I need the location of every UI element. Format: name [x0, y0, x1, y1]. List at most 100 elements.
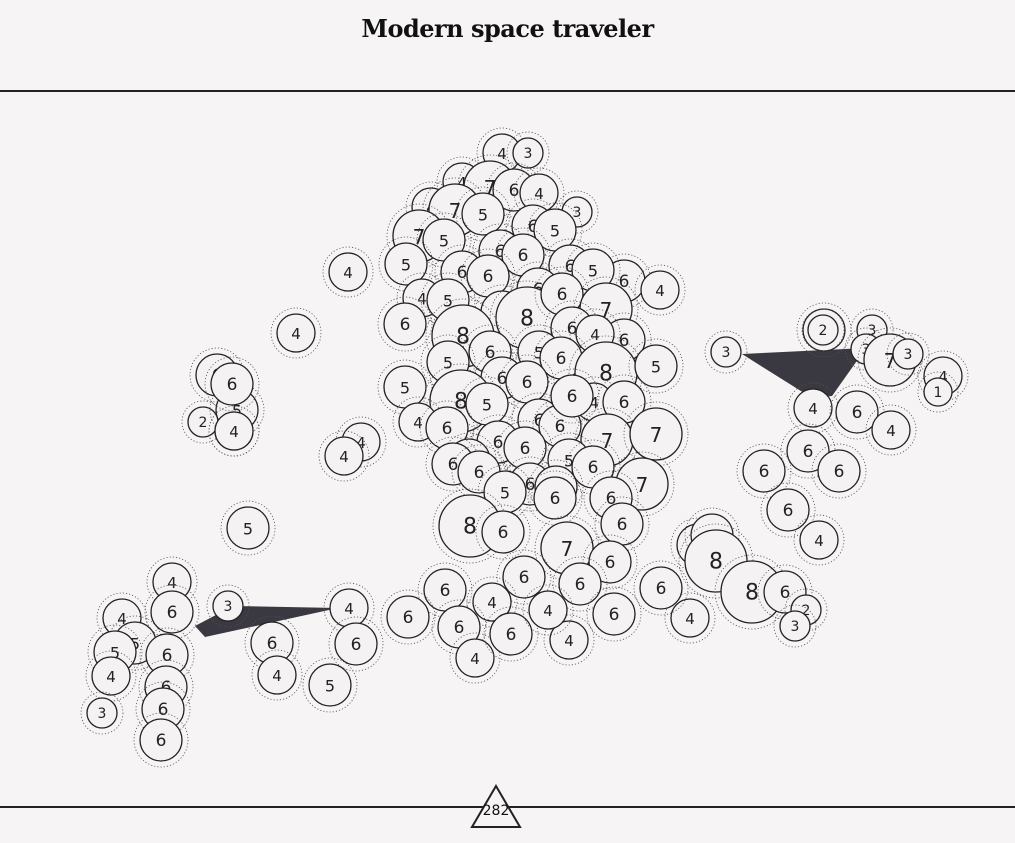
planet-node[interactable]: 4 [522, 584, 574, 636]
planet-node[interactable]: 6 [133, 712, 189, 768]
planet-halo [582, 534, 638, 590]
planet-circle [502, 555, 546, 599]
planet-node[interactable]: 4 [318, 430, 370, 482]
planet-node[interactable]: 4 [322, 246, 374, 298]
planet-node[interactable]: 5 [455, 186, 511, 242]
planet-value: 6 [457, 263, 468, 283]
planet-value: 4 [413, 414, 423, 432]
planet-halo [704, 330, 748, 374]
planet-node[interactable]: 4 [865, 404, 917, 456]
planet-value: 5 [534, 344, 544, 363]
planet-value: 4 [117, 610, 127, 628]
planet-value: 8 [456, 325, 470, 350]
move-counter: 282 [470, 783, 522, 829]
planet-node[interactable]: 6 [475, 504, 531, 560]
planet-node[interactable]: 4 [270, 307, 322, 359]
planet-value: 3 [524, 146, 533, 162]
planet-value: 4 [470, 650, 480, 668]
planet-value: 5 [443, 354, 453, 373]
planet-node[interactable]: 6 [552, 556, 608, 612]
planet-node[interactable]: 6 [431, 599, 487, 655]
planet-node[interactable]: 3 [80, 691, 124, 735]
planet-value: 6 [454, 618, 465, 638]
planet-node[interactable]: 4 [543, 614, 595, 666]
planet-value: 4 [938, 368, 948, 386]
planet-value: 6 [565, 257, 576, 277]
planet-node[interactable]: 4 [251, 649, 303, 701]
planet-value: 6 [520, 439, 531, 459]
planet-halo [628, 338, 684, 394]
top-divider [0, 90, 1015, 92]
planet-value: 4 [343, 264, 353, 282]
planet-node[interactable]: 4 [208, 405, 260, 457]
planet-value: 5 [564, 452, 574, 471]
planet-node[interactable]: 3 [704, 330, 748, 374]
planet-node[interactable]: 6 [380, 589, 436, 645]
planet-node[interactable]: 6 [586, 586, 642, 642]
planet-value: 5 [110, 644, 120, 663]
planet-node[interactable]: 6 [633, 560, 689, 616]
planet-value: 6 [497, 369, 508, 389]
planet-node[interactable]: 3 [206, 584, 250, 628]
planet-circle [766, 488, 810, 532]
planet-node[interactable]: 8 [714, 554, 790, 630]
planet-circle [383, 302, 427, 346]
planet-halo [475, 504, 531, 560]
planet-value: 6 [158, 700, 169, 720]
planet-node[interactable]: 2 [801, 308, 845, 352]
planet-node[interactable]: 1 [917, 371, 959, 413]
planet-node[interactable]: 3 [773, 604, 817, 648]
planet-halo [328, 616, 384, 672]
planet-value: 4 [167, 574, 177, 592]
planet-node[interactable]: 5 [628, 338, 684, 394]
planet-node[interactable]: 6 [544, 368, 600, 424]
planet-node[interactable]: 6 [144, 584, 200, 640]
planet-value: 4 [590, 326, 600, 344]
planet-node[interactable]: 2 [181, 400, 225, 444]
planet-node[interactable]: 6 [736, 443, 792, 499]
planet-value: 6 [528, 217, 539, 237]
planet-value: 3 [573, 205, 582, 221]
planet-node[interactable]: 6 [328, 616, 384, 672]
planet-node[interactable]: 6 [204, 356, 260, 412]
planet-node[interactable]: 3 [886, 332, 930, 376]
planet-node[interactable]: 6 [760, 482, 816, 538]
planet-node[interactable]: 3 [506, 131, 550, 175]
planet-circle [634, 344, 678, 388]
planet-value: 1 [934, 385, 943, 401]
planet-halo [543, 614, 595, 666]
planet-circle [212, 590, 244, 622]
planet-node[interactable]: 6 [565, 439, 621, 495]
planet-value: 4 [339, 448, 349, 466]
planet-node[interactable]: 6 [483, 606, 539, 662]
planet-value: 4 [808, 400, 818, 418]
planet-circle [817, 449, 861, 493]
planet-node[interactable]: 6 [780, 423, 836, 479]
planet-value: 6 [440, 581, 451, 601]
planet-value: 6 [498, 523, 509, 543]
planet-halo [760, 482, 816, 538]
nodes-layer: 4347643475657566654666564455866768664456… [80, 127, 969, 768]
planet-value: 4 [291, 325, 301, 343]
planet-node[interactable]: 5 [302, 657, 358, 713]
planet-circle [871, 410, 911, 450]
planet-node[interactable]: 4 [793, 514, 845, 566]
planet-halo [633, 560, 689, 616]
planet-node[interactable]: 6 [244, 615, 300, 671]
planet-halo [208, 405, 260, 457]
planet-node[interactable]: 6 [811, 443, 867, 499]
planet-halo [80, 691, 124, 735]
planet-node[interactable]: 7 [623, 401, 689, 467]
planet-value: 6 [506, 625, 517, 645]
planet-node[interactable]: 4 [634, 264, 686, 316]
planet-node[interactable]: 6 [829, 384, 885, 440]
planet-value: 6 [519, 568, 530, 588]
planet-node[interactable]: 5 [565, 242, 621, 298]
planet-node[interactable]: 4 [449, 632, 501, 684]
planet-node[interactable]: 5 [220, 500, 276, 556]
planet-node[interactable]: 6 [377, 296, 433, 352]
planet-node[interactable]: 4 [664, 592, 716, 644]
planet-circle [139, 718, 183, 762]
planet-node[interactable]: 4 [466, 576, 518, 628]
planet-node[interactable]: 6 [582, 534, 638, 590]
